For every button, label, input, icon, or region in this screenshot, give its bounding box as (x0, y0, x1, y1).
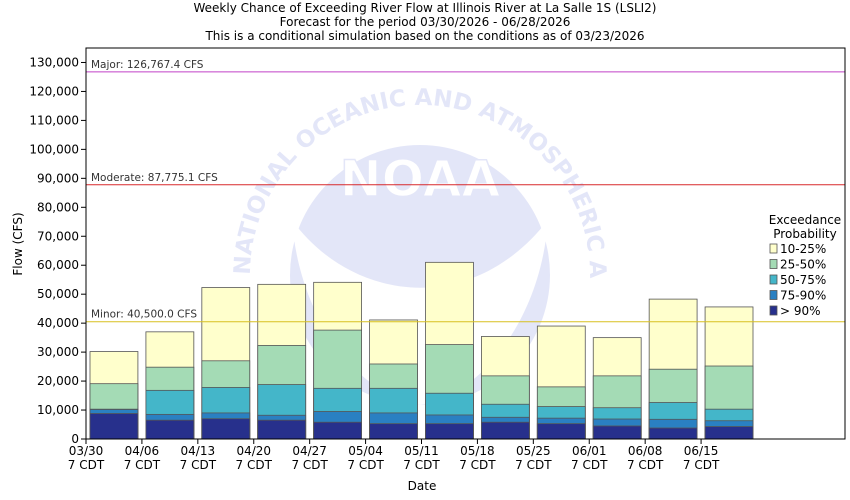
x-tick-label: 05/25 (516, 444, 551, 458)
x-tick-label: 06/15 (684, 444, 719, 458)
bar-03-30-90 (89, 413, 139, 440)
legend-swatch (769, 290, 778, 300)
x-tick-sublabel: 7 CDT (403, 458, 440, 472)
legend-swatch (769, 274, 778, 285)
y-tick-label: 90,000 (37, 171, 79, 185)
x-tick-label: 05/18 (460, 444, 495, 458)
bar-04-06-90 (145, 419, 195, 440)
plot-frame (85, 47, 846, 440)
legend-swatch (769, 305, 778, 316)
x-tick-sublabel: 7 CDT (459, 458, 496, 472)
bar-05-04-90 (369, 423, 418, 440)
threshold-label-minor: Minor: 40,500.0 CFS (91, 309, 197, 321)
y-tick-label: 60,000 (37, 258, 79, 272)
y-tick-label: 120,000 (29, 84, 79, 98)
x-tick-label: 05/11 (404, 444, 439, 458)
y-tick-label: 100,000 (29, 142, 79, 156)
x-tick-sublabel: 7 CDT (124, 458, 161, 472)
legend-entry: 25-50% (780, 258, 826, 272)
x-tick-label: 06/01 (572, 444, 607, 458)
chart-title: Weekly Chance of Exceeding River Flow at… (193, 1, 656, 15)
legend-entry: 10-25% (780, 242, 826, 256)
x-tick-sublabel: 7 CDT (683, 458, 720, 472)
y-tick-label: 80,000 (37, 200, 79, 214)
bar-05-18-90 (481, 421, 530, 440)
y-tick-label: 0 (71, 432, 79, 446)
x-tick-sublabel: 7 CDT (291, 458, 328, 472)
legend-entry: > 90% (780, 304, 821, 318)
bar-04-20-90 (257, 419, 307, 440)
x-tick-sublabel: 7 CDT (68, 458, 105, 472)
x-tick-sublabel: 7 CDT (347, 458, 384, 472)
bar-06-01-90 (592, 425, 642, 440)
threshold-label-moderate: Moderate: 87,775.1 CFS (91, 172, 218, 184)
legend-swatch (769, 259, 778, 269)
legend-entry: 75-90% (780, 289, 826, 303)
legend-title: Probability (773, 227, 836, 241)
bar-05-25-90 (536, 423, 586, 440)
x-axis-title: Date (408, 479, 437, 493)
x-tick-label: 05/04 (348, 444, 383, 458)
y-tick-label: 20,000 (37, 374, 79, 388)
chart-subtitle-line-1: Forecast for the period 03/30/2026 - 06/… (280, 15, 571, 29)
x-tick-label: 06/08 (628, 444, 663, 458)
chart-subtitle-line-2: This is a conditional simulation based o… (204, 29, 644, 43)
y-tick-label: 50,000 (37, 287, 79, 301)
bar-06-15-90 (704, 426, 754, 440)
y-tick-label: 110,000 (29, 113, 79, 127)
legend-swatch (769, 243, 778, 254)
x-tick-label: 04/20 (236, 444, 271, 458)
x-tick-label: 04/13 (181, 444, 216, 458)
bar-05-11-90 (425, 423, 474, 440)
bar-04-27-90 (313, 421, 362, 440)
legend-title: Exceedance (769, 213, 841, 227)
bar-06-08-90 (648, 427, 698, 440)
threshold-layer: Major: 126,767.4 CFS Moderate: 87,775.1 C… (86, 59, 845, 323)
y-axis-title: Flow (CFS) (11, 212, 25, 275)
x-tick-sublabel: 7 CDT (627, 458, 664, 472)
x-tick-label: 03/30 (69, 444, 104, 458)
y-tick-label: 10,000 (37, 403, 79, 417)
x-tick-sublabel: 7 CDT (515, 458, 552, 472)
axes-layer: 0 10,000 20,000 30,000 40,000 50,000 60,000 70,… (29, 47, 846, 472)
threshold-label-major: Major: 126,767.4 CFS (91, 59, 204, 71)
watermark-logo-text: NOAA (340, 150, 501, 208)
y-tick-label: 30,000 (37, 345, 79, 359)
x-tick-label: 04/06 (125, 444, 160, 458)
legend-entry: 50-75% (780, 273, 826, 287)
x-tick-sublabel: 7 CDT (236, 458, 273, 472)
x-tick-sublabel: 7 CDT (180, 458, 217, 472)
x-tick-sublabel: 7 CDT (571, 458, 608, 472)
y-tick-label: 40,000 (37, 316, 79, 330)
y-tick-label: 70,000 (37, 229, 79, 243)
bar-04-13-90 (201, 418, 251, 440)
y-tick-label: 130,000 (29, 55, 79, 69)
x-tick-label: 04/27 (292, 444, 327, 458)
